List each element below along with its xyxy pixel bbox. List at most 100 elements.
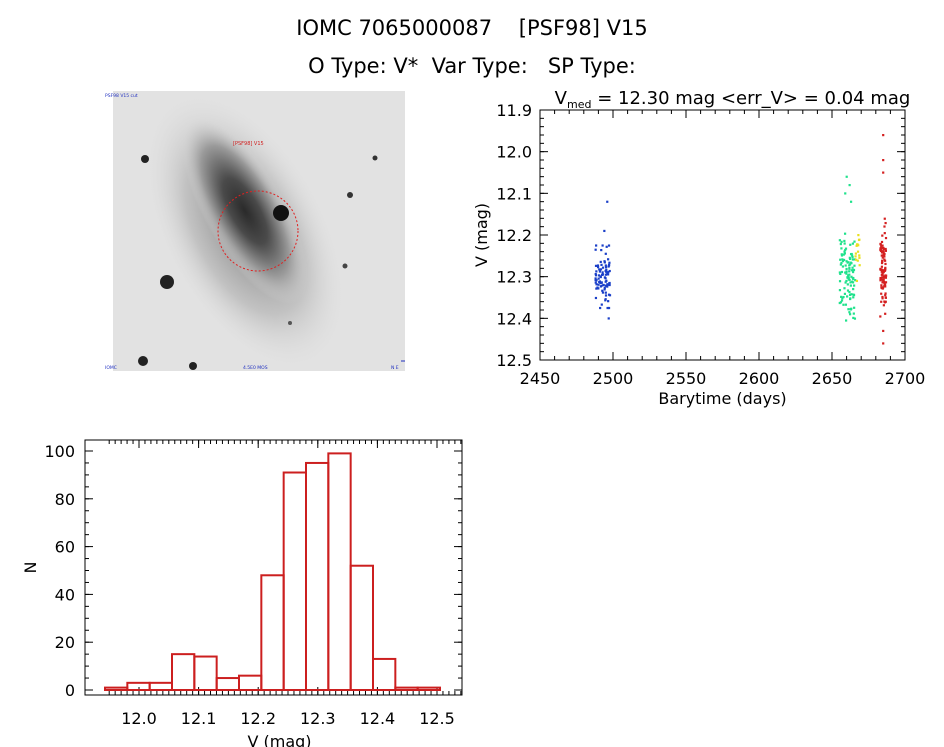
data-point — [880, 292, 883, 295]
data-point — [852, 268, 856, 272]
data-point — [882, 270, 885, 273]
data-point — [850, 293, 853, 296]
data-point — [843, 232, 847, 235]
data-point — [848, 264, 851, 267]
data-point — [846, 289, 850, 292]
x-tick-label: 2550 — [666, 369, 707, 388]
data-point — [882, 329, 885, 333]
data-point — [849, 313, 852, 316]
data-point — [881, 276, 884, 279]
data-point — [883, 283, 887, 286]
star — [141, 155, 149, 163]
x-axis-label: Barytime (days) — [658, 389, 786, 408]
data-point — [882, 286, 885, 289]
data-point — [843, 250, 846, 253]
data-point — [846, 283, 849, 286]
histogram-bar — [193, 655, 218, 691]
y-tick-label: 80 — [55, 490, 75, 509]
data-point — [840, 253, 843, 256]
data-point — [606, 273, 609, 276]
data-point — [880, 278, 884, 281]
data-point — [880, 284, 883, 287]
data-point — [853, 240, 856, 243]
data-point — [597, 287, 600, 290]
data-point — [879, 277, 882, 280]
data-point — [881, 295, 884, 299]
data-point — [607, 293, 611, 296]
data-point — [851, 266, 854, 269]
data-point — [852, 316, 855, 320]
data-point — [883, 301, 887, 304]
data-point — [882, 246, 885, 249]
data-point — [844, 192, 847, 195]
data-point — [858, 264, 861, 267]
data-point — [843, 252, 846, 255]
data-point — [847, 274, 850, 277]
thumbnail-label: PSF98 V15 cut — [105, 93, 138, 99]
data-point — [851, 281, 855, 284]
y-axis-label: N — [21, 562, 40, 574]
data-point — [838, 280, 842, 283]
data-point — [601, 271, 604, 274]
y-tick-label: 12.5 — [496, 351, 532, 370]
data-point — [850, 252, 853, 256]
star — [273, 205, 289, 221]
y-tick-label: 12.0 — [496, 143, 532, 162]
data-point — [882, 159, 885, 162]
variable-type: Var Type: — [431, 54, 528, 78]
x-tick-label: 2600 — [739, 369, 780, 388]
histogram-bar — [305, 461, 330, 692]
data-point — [850, 269, 853, 272]
histogram-bar — [171, 653, 196, 692]
data-point — [600, 248, 603, 252]
data-point — [594, 281, 597, 284]
data-point — [844, 303, 848, 306]
data-point — [845, 279, 848, 283]
x-tick-label: 12.5 — [419, 709, 455, 728]
data-point — [882, 250, 885, 253]
data-point — [851, 270, 855, 274]
data-point — [853, 306, 856, 309]
data-point — [607, 244, 611, 247]
data-point — [852, 276, 855, 280]
data-point — [855, 258, 858, 261]
data-point — [601, 291, 605, 294]
data-point — [845, 272, 848, 275]
light-curve-title: Vmed = 12.30 mag <err_V> = 0.04 mag — [555, 88, 911, 111]
data-point — [604, 277, 607, 280]
data-point — [594, 277, 597, 280]
data-point — [880, 273, 883, 276]
data-point — [599, 285, 603, 288]
data-point — [846, 276, 849, 279]
data-point — [858, 254, 861, 257]
data-point — [600, 263, 603, 266]
data-point — [848, 263, 852, 266]
data-point — [882, 279, 885, 282]
data-point — [848, 270, 851, 273]
data-point — [883, 232, 886, 235]
data-point — [882, 342, 885, 345]
data-point — [594, 264, 598, 267]
histogram-bar — [104, 686, 129, 691]
data-point — [606, 200, 609, 203]
data-point — [604, 284, 608, 287]
data-point — [849, 261, 852, 264]
data-point — [842, 253, 845, 256]
data-point — [843, 292, 847, 295]
star — [347, 192, 353, 198]
data-point — [839, 242, 842, 246]
data-point — [884, 292, 887, 295]
data-point — [880, 240, 884, 244]
chart-subtitle: O Type: V* Var Type: SP Type: — [0, 54, 944, 78]
data-point — [600, 284, 603, 287]
data-point — [883, 217, 886, 220]
data-point — [605, 284, 608, 288]
x-tick-label: 12.0 — [121, 709, 157, 728]
y-tick-label: 12.2 — [496, 226, 532, 245]
data-point — [608, 261, 611, 264]
data-point — [840, 299, 844, 302]
data-point — [879, 242, 882, 246]
histogram-bar — [282, 471, 307, 692]
data-point — [838, 271, 841, 274]
star — [288, 321, 292, 325]
